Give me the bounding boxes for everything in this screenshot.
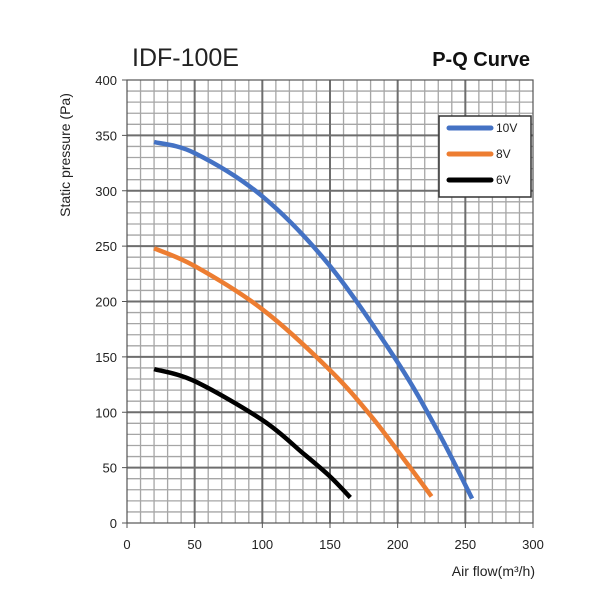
legend-label-6v: 6V [496, 173, 511, 187]
legend-label-10v: 10V [496, 121, 517, 135]
x-tick-label: 0 [123, 537, 130, 552]
x-tick-label: 300 [522, 537, 544, 552]
x-tick-label: 200 [387, 537, 409, 552]
x-tick-label: 150 [319, 537, 341, 552]
legend: 10V 8V 6V [438, 115, 532, 198]
series-line-6v [153, 366, 352, 500]
y-tick-label: 400 [95, 73, 117, 88]
x-axis-label: Air flow(m³/h) [452, 563, 535, 579]
y-tick-label: 50 [103, 461, 117, 476]
legend-label-8v: 8V [496, 147, 511, 161]
x-tick-label: 250 [454, 537, 476, 552]
y-tick-label: 100 [95, 405, 117, 420]
series-line-8v [153, 246, 434, 498]
y-tick-label: 250 [95, 239, 117, 254]
chart-title: IDF-100E [132, 44, 239, 72]
y-tick-label: 150 [95, 350, 117, 365]
x-tick-label: 50 [187, 537, 201, 552]
y-tick-label: 0 [110, 516, 117, 531]
y-tick-label: 350 [95, 128, 117, 143]
x-axis-ticks: 0 50 100 150 200 250 300 [123, 523, 544, 552]
series-line-10v [153, 139, 475, 500]
chart-subtitle: P-Q Curve [432, 49, 530, 71]
y-tick-label: 200 [95, 295, 117, 310]
y-axis-ticks: 0 50 100 150 200 250 300 350 400 [95, 73, 127, 531]
x-tick-label: 100 [251, 537, 273, 552]
series-lines [153, 139, 475, 500]
y-tick-label: 300 [95, 184, 117, 199]
y-axis-label: Static pressure (Pa) [57, 93, 73, 217]
